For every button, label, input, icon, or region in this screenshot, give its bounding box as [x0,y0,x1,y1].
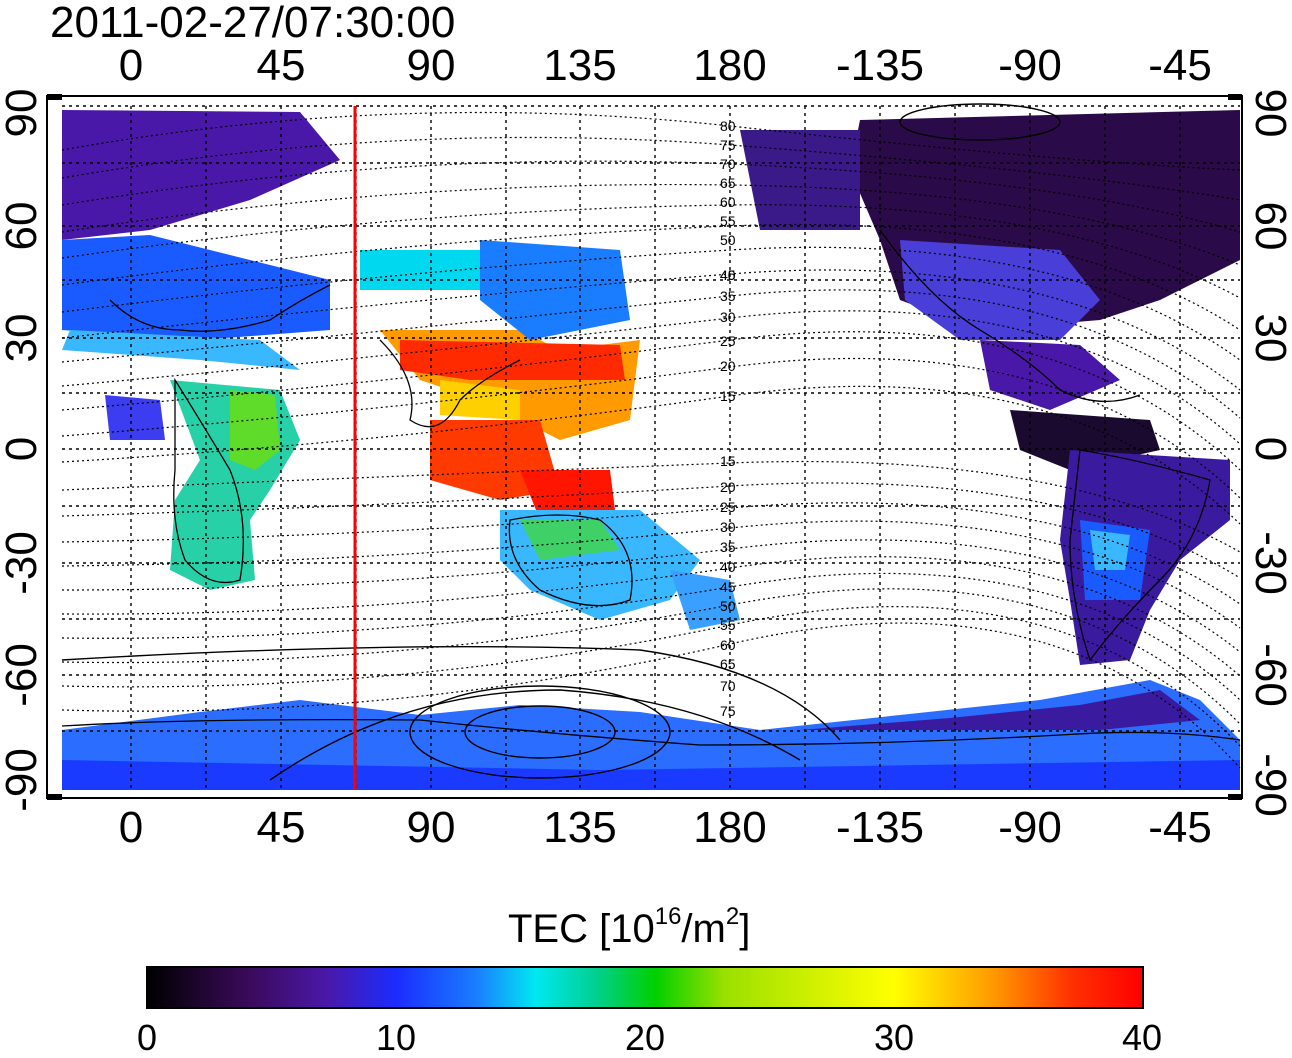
bottom-lon-tick-4: 180 [693,803,767,852]
mlat-label-75: 75 [720,137,736,153]
mlat-label-35s: 35 [720,539,736,555]
bottom-lon-tick-1: 45 [256,803,306,852]
mlat-label-65s: 65 [720,656,736,672]
lat-lon-grid [62,105,1240,790]
frame-ticks [47,94,1242,800]
mlat-label-60s: 60 [720,637,736,653]
top-lon-tick-4: 180 [693,41,767,90]
mlat-label-45s: 45 [720,579,736,595]
mlat-label-75s: 75 [720,703,736,719]
top-lon-tick-6: -90 [998,41,1062,90]
colorbar-tick-10: 10 [375,1017,417,1058]
colorbar-title: TEC [1016/m2] [508,903,751,952]
mlat-label-25: 25 [720,333,736,349]
bottom-lon-tick-2: 90 [406,803,456,852]
top-lon-tick-7: -45 [1148,41,1212,90]
bottom-lon-tick-0: 0 [118,803,144,852]
mlat-label-15n: 15 [720,388,736,404]
bottom-lon-tick-3: 135 [543,803,617,852]
top-lon-tick-1: 45 [256,41,306,90]
colorbar-title-suffix: ] [739,907,751,951]
mlat-label-70s: 70 [720,678,736,694]
mlat-label-80: 80 [720,118,736,134]
colorbar-tick-0: 0 [136,1017,158,1058]
magnetic-latitude-contours [61,111,1241,769]
colorbar-tick-30: 30 [873,1017,915,1058]
top-lon-tick-0: 0 [118,41,144,90]
mlat-label-20: 20 [720,358,736,374]
top-lon-tick-3: 135 [543,41,617,90]
coastlines [61,229,1241,746]
mlat-label-25s: 25 [720,499,736,515]
mlat-label-35: 35 [720,288,736,304]
mlat-label-40: 40 [720,267,736,283]
magnetic-lat-labels: 80 75 70 65 60 55 50 45 40 35 30 25 20 1… [720,118,736,719]
colorbar-title-prefix: TEC [10 [508,907,655,951]
mlat-label-30: 30 [720,309,736,325]
mlat-label-45: 45 [720,267,736,283]
mlat-label-50: 50 [720,232,736,248]
bottom-lon-tick-5: -135 [835,803,925,852]
south-pole-contours [61,103,1061,781]
mlat-label-70: 70 [720,156,736,172]
map-title: 2011-02-27/07:30:00 [50,0,456,47]
colorbar-tick-20: 20 [624,1017,666,1058]
tec-colorbar [146,966,1144,1009]
bottom-lon-tick-6: -90 [998,803,1062,852]
colorbar-title-exp2: 2 [725,903,740,930]
mlat-label-15s: 15 [720,453,736,469]
mlat-label-65: 65 [720,175,736,191]
mlat-label-60: 60 [720,194,736,210]
mlat-label-55s: 55 [720,617,736,633]
colorbar-title-exp1: 16 [654,903,682,930]
top-lon-tick-5: -135 [835,41,925,90]
top-lon-tick-2: 90 [406,41,456,90]
mlat-label-40s: 40 [720,559,736,575]
mlat-label-55: 55 [720,213,736,229]
mlat-label-30s: 30 [720,519,736,535]
mlat-label-20s: 20 [720,479,736,495]
colorbar-tick-40: 40 [1121,1017,1163,1058]
colorbar-title-mid: /m [681,907,726,951]
bottom-lon-tick-7: -45 [1148,803,1212,852]
mlat-label-50s: 50 [720,598,736,614]
